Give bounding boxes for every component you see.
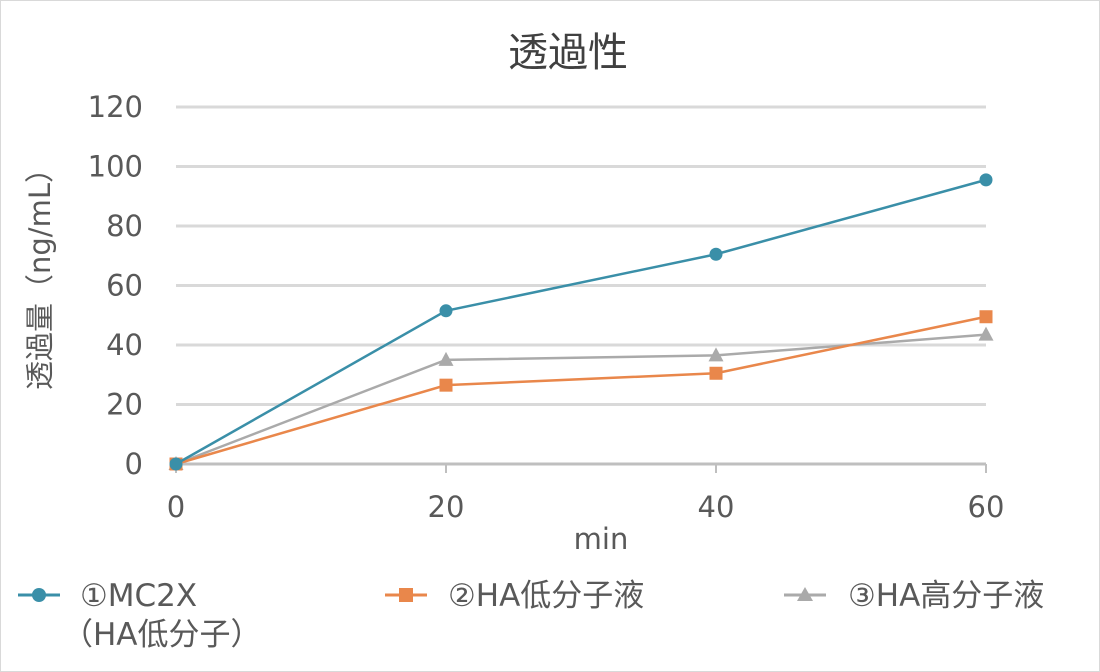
y-tick-label: 0 [125,447,143,481]
data-point [438,351,454,366]
series-2 [169,310,993,471]
legend-label-series-1-line2: （HA低分子） [62,617,262,653]
x-tick-labels: 0 20 40 60 [167,490,1005,524]
y-axis-label: 透過量（ng/mL） [23,154,57,390]
data-point [439,378,453,392]
legend-item-series-3: ③HA高分子液 [784,578,1044,614]
y-tick-label: 100 [88,150,143,184]
series-3-line [175,333,987,466]
y-tick-label: 20 [106,388,143,422]
data-point [439,304,453,318]
legend-item-series-2: ②HA低分子液 [385,578,644,614]
y-tick-labels: 0 20 40 60 80 100 120 [88,90,143,481]
x-tick-label: 0 [167,490,185,524]
data-point [978,326,994,341]
y-tick-label: 40 [106,328,143,362]
gridlines [176,105,986,466]
data-point [979,173,993,187]
y-tick-label: 120 [88,90,143,124]
data-point [708,347,724,362]
data-point [709,247,723,261]
legend-marker-series-1 [32,588,46,602]
x-axis-label: min [574,522,629,556]
chart-title: 透過性 [508,30,628,76]
series-layer [168,173,994,471]
x-tick-label: 60 [968,490,1005,524]
data-point [979,310,993,324]
series-1-line [175,178,987,466]
data-point [169,457,183,471]
series-1 [169,173,993,471]
y-tick-label: 80 [106,209,143,243]
legend-marker-series-2 [399,588,413,602]
x-tick-label: 40 [698,490,735,524]
x-tick-label: 20 [428,490,465,524]
series-2-line [175,315,987,466]
y-tick-label: 60 [106,269,143,303]
data-point [709,366,723,380]
legend-label-series-3: ③HA高分子液 [848,578,1044,614]
legend-label-series-1-line1: ①MC2X [80,578,197,614]
legend-item-series-1: ①MC2X （HA低分子） [18,578,262,653]
legend-label-series-2: ②HA低分子液 [448,578,644,614]
legend-marker-series-3 [797,587,813,601]
legend: ①MC2X （HA低分子） ②HA低分子液 ③HA高分子液 [18,578,1044,653]
